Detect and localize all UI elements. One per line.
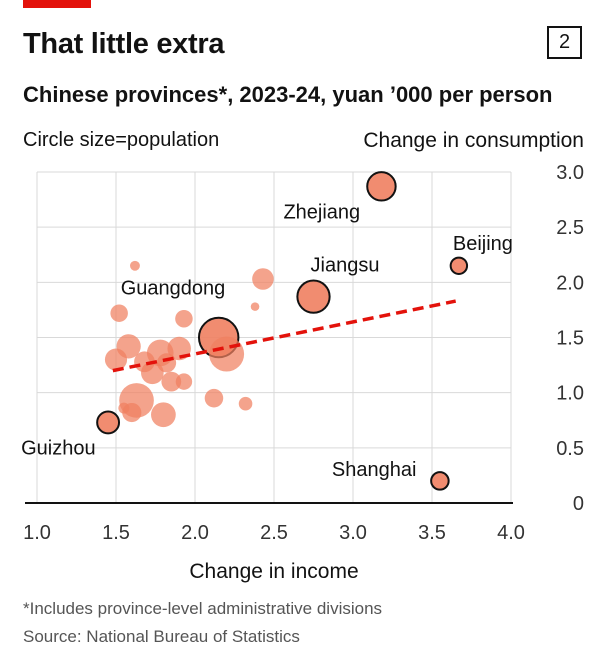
point-label-jiangsu: Jiangsu [311, 255, 380, 277]
bubble-zhejiang [366, 171, 397, 202]
point-label-guizhou: Guizhou [21, 437, 96, 459]
bubble-jiangsu [296, 279, 331, 314]
point-label-beijing: Beijing [453, 233, 513, 255]
bubble-beijing [449, 256, 469, 275]
province-bubble [175, 373, 193, 390]
footnote: *Includes province-level administrative … [23, 599, 383, 618]
province-bubble [209, 336, 245, 372]
province-bubble [110, 304, 128, 322]
x-tick-label: 2.0 [181, 522, 209, 544]
province-bubble [250, 302, 260, 311]
x-tick-label: 3.0 [339, 522, 367, 544]
province-bubble [151, 402, 176, 428]
y-axis-label: Change in consumption [363, 129, 584, 152]
bubble-shanghai [430, 471, 450, 491]
province-bubble [118, 402, 130, 414]
province-bubble [130, 260, 140, 271]
y-tick-label: 2.0 [556, 272, 584, 294]
y-tick-label: 0.5 [556, 438, 584, 460]
chart-number-badge: 2 [547, 26, 582, 59]
province-bubble [204, 388, 224, 408]
x-tick-label: 3.5 [418, 522, 446, 544]
trend-line-layer [112, 299, 457, 373]
y-tick-label: 1.5 [556, 328, 584, 350]
chart-title: That little extra [23, 28, 225, 60]
bubble-guizhou [96, 410, 121, 435]
province-bubble [161, 371, 182, 392]
point-label-zhejiang: Zhejiang [283, 201, 360, 223]
x-tick-label: 1.5 [102, 522, 130, 544]
trend-line [112, 299, 457, 373]
size-legend-note: Circle size=population [23, 129, 220, 151]
chart-subtitle: Chinese provinces*, 2023-24, yuan ’000 p… [23, 82, 553, 107]
point-label-shanghai: Shanghai [332, 459, 417, 481]
y-tick-label: 1.0 [556, 383, 584, 405]
grid-lines [25, 171, 513, 504]
point-labels: Zhejiang Beijing Jiangsu Guangdong Guizhou Sh… [21, 201, 513, 481]
province-bubble [156, 353, 177, 373]
x-tick-label: 1.0 [23, 522, 51, 544]
x-axis-label: Change in income [189, 560, 359, 583]
y-tick-label: 0 [573, 493, 584, 515]
x-tick-label: 4.0 [497, 522, 525, 544]
province-bubble [104, 348, 128, 371]
province-bubble [252, 268, 274, 290]
province-bubble [175, 309, 193, 328]
province-bubble [238, 396, 253, 411]
y-tick-label: 3.0 [556, 162, 584, 184]
x-tick-label: 2.5 [260, 522, 288, 544]
y-tick-label: 2.5 [556, 217, 584, 239]
bubbles [96, 171, 469, 491]
source-note: Source: National Bureau of Statistics [23, 627, 300, 646]
point-label-guangdong: Guangdong [121, 278, 226, 300]
axis-ticks: 1.0 1.5 2.0 2.5 3.0 3.5 4.0 0 0.5 1.0 1.5 2.0 2.5 3.0 [23, 162, 584, 544]
brand-tab [23, 0, 91, 8]
